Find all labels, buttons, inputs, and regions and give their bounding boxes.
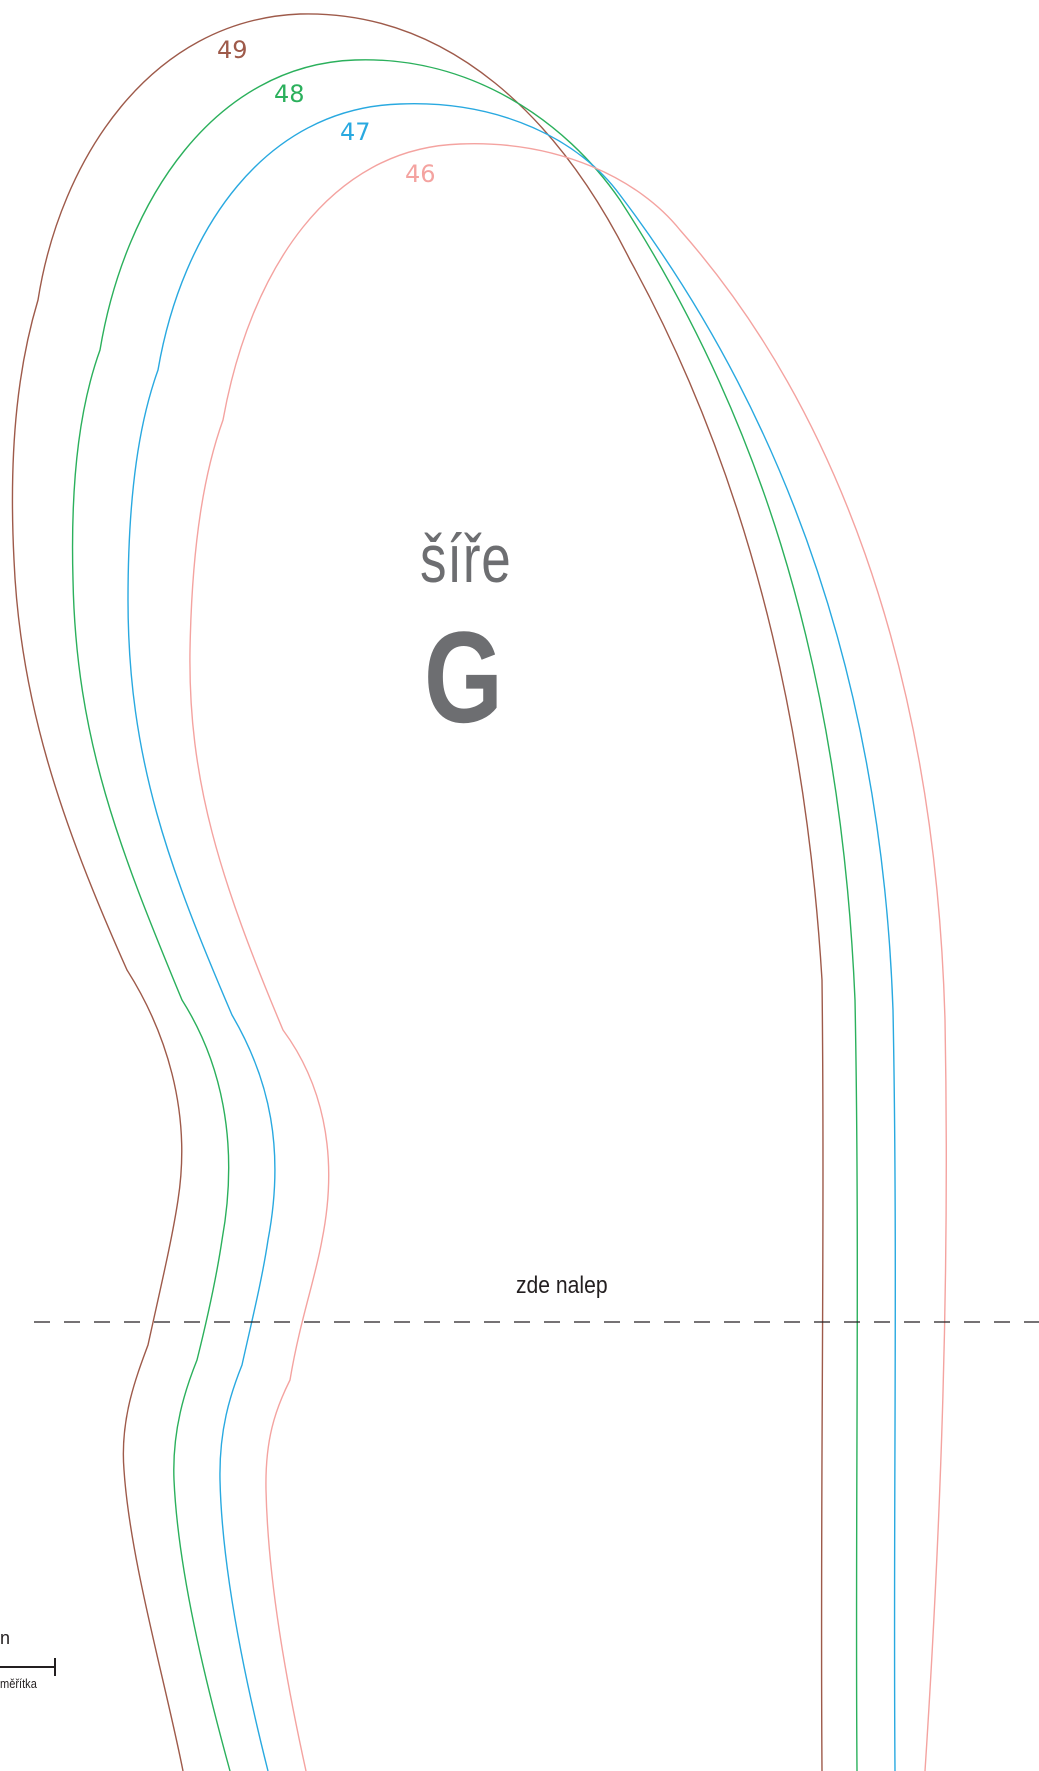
scale-unit-label: n xyxy=(0,1628,11,1648)
width-word: šíře xyxy=(420,521,512,597)
size-label-47: 47 xyxy=(340,118,371,146)
outline-size-47 xyxy=(127,103,897,1771)
scale-caption: měřítka xyxy=(0,1676,37,1691)
outline-size-48 xyxy=(71,59,859,1771)
outline-size-46 xyxy=(189,143,948,1771)
glue-label: zde nalep xyxy=(516,1272,608,1299)
size-label-48: 48 xyxy=(274,80,305,108)
size-label-49: 49 xyxy=(217,36,248,64)
outline-size-49 xyxy=(11,13,824,1771)
size-label-46: 46 xyxy=(405,160,436,188)
width-letter: G xyxy=(424,604,503,750)
